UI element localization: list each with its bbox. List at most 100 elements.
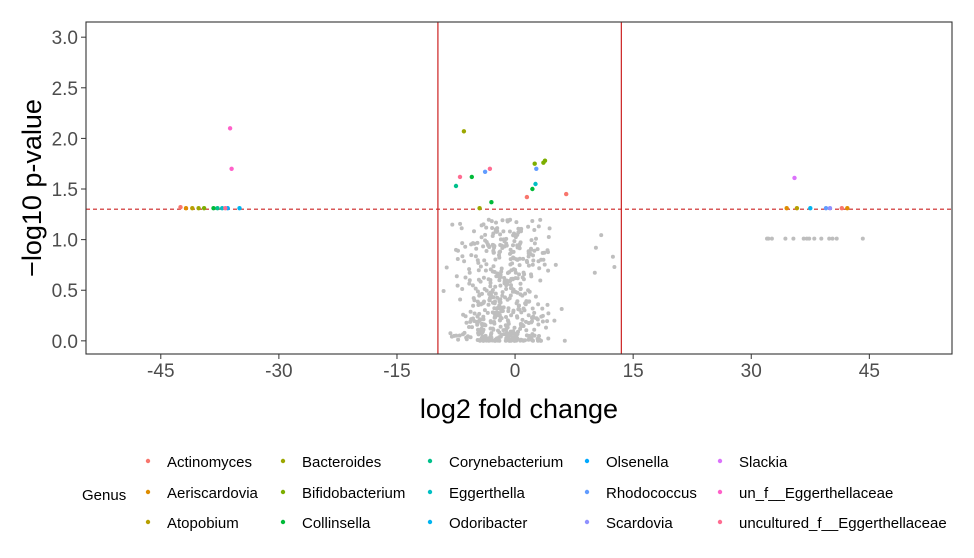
nonsignificant-point xyxy=(503,323,508,328)
nonsignificant-point xyxy=(460,254,465,259)
nonsignificant-point xyxy=(530,262,535,267)
nonsignificant-point xyxy=(498,232,503,237)
nonsignificant-point xyxy=(501,229,506,234)
legend-key xyxy=(280,458,286,464)
nonsignificant-point xyxy=(498,275,503,279)
nonsignificant-point xyxy=(536,338,540,343)
nonsignificant-point xyxy=(497,255,502,260)
nonsignificant-point xyxy=(472,311,477,316)
y-tick-label: 3.0 xyxy=(52,28,78,49)
nonsignificant-point xyxy=(456,337,461,342)
data-point xyxy=(477,206,482,211)
legend-label: Olsenella xyxy=(606,454,669,471)
nonsignificant-point xyxy=(480,321,484,326)
data-point xyxy=(845,206,850,211)
nonsignificant-point xyxy=(524,328,529,333)
x-axis-title: log2 fold change xyxy=(420,394,618,424)
nonsignificant-point xyxy=(492,306,497,311)
legend-key xyxy=(145,519,151,525)
nonsignificant-point xyxy=(504,315,508,319)
legend-label: Scardovia xyxy=(606,515,673,532)
nonsignificant-point xyxy=(526,224,531,229)
data-point xyxy=(489,200,494,205)
data-point xyxy=(784,206,789,211)
nonsignificant-point xyxy=(546,268,551,273)
nonsignificant-point xyxy=(612,265,617,269)
legend: Genus Actinomyces Aeriscardovia Atopobium B… xyxy=(82,454,947,532)
nonsignificant-point xyxy=(454,274,459,279)
nonsignificant-point xyxy=(488,319,493,324)
nonsignificant-point xyxy=(477,293,482,298)
nonsignificant-point xyxy=(562,338,567,343)
nonsignificant-point xyxy=(512,325,517,330)
nonsignificant-point xyxy=(517,307,522,312)
x-tick-label: -45 xyxy=(147,361,174,382)
nonsignificant-point xyxy=(518,292,523,297)
nonsignificant-point xyxy=(490,288,495,292)
nonsignificant-point xyxy=(481,300,486,305)
nonsignificant-point xyxy=(450,222,455,227)
nonsignificant-point xyxy=(537,266,542,271)
nonsignificant-point xyxy=(458,297,463,302)
legend-label: Aeriscardovia xyxy=(167,485,259,502)
legend-label: un_f__Eggerthellaceae xyxy=(739,485,893,502)
data-point xyxy=(196,206,201,211)
nonsignificant-point xyxy=(769,236,774,241)
nonsignificant-point xyxy=(504,330,509,335)
nonsignificant-point xyxy=(860,236,865,241)
nonsignificant-point xyxy=(490,326,495,331)
data-point xyxy=(469,174,474,180)
nonsignificant-point xyxy=(499,266,504,271)
y-tick-label: 0.5 xyxy=(52,281,78,302)
nonsignificant-point xyxy=(528,247,533,252)
nonsignificant-point xyxy=(546,336,551,341)
nonsignificant-point xyxy=(498,324,503,329)
nonsignificant-point xyxy=(505,297,510,302)
nonsignificant-point xyxy=(530,219,535,223)
nonsignificant-point xyxy=(783,236,788,241)
nonsignificant-point xyxy=(467,267,472,272)
legend-label: Eggerthella xyxy=(449,485,526,502)
nonsignificant-point xyxy=(463,314,468,319)
x-tick-label: -30 xyxy=(265,361,292,382)
nonsignificant-point xyxy=(458,221,463,226)
nonsignificant-point xyxy=(801,236,806,241)
nonsignificant-point xyxy=(483,333,488,338)
nonsignificant-point xyxy=(491,248,496,253)
nonsignificant-point xyxy=(532,241,537,246)
nonsignificant-point xyxy=(495,295,500,300)
nonsignificant-point xyxy=(514,257,519,262)
nonsignificant-point xyxy=(535,247,540,252)
nonsignificant-point xyxy=(504,283,509,288)
nonsignificant-point xyxy=(486,243,491,248)
nonsignificant-point xyxy=(460,287,465,291)
nonsignificant-point xyxy=(475,322,480,327)
nonsignificant-point xyxy=(536,224,541,229)
nonsignificant-point xyxy=(518,281,523,286)
nonsignificant-point xyxy=(493,257,498,262)
nonsignificant-point xyxy=(475,240,480,245)
nonsignificant-point xyxy=(526,313,531,318)
nonsignificant-point xyxy=(536,302,541,307)
data-point xyxy=(461,129,467,134)
nonsignificant-point xyxy=(517,303,521,308)
nonsignificant-point xyxy=(546,235,551,239)
nonsignificant-point xyxy=(525,260,530,265)
legend-label: Corynebacterium xyxy=(449,454,563,471)
nonsignificant-point xyxy=(492,311,497,316)
nonsignificant-point xyxy=(536,259,541,264)
y-tick-label: 0.0 xyxy=(52,332,78,353)
nonsignificant-point xyxy=(552,318,557,323)
nonsignificant-point xyxy=(539,338,543,343)
x-tick-label: -15 xyxy=(383,361,410,382)
legend-key xyxy=(717,489,723,495)
nonsignificant-point xyxy=(807,236,812,241)
nonsignificant-point xyxy=(504,336,509,341)
data-point xyxy=(183,206,189,211)
nonsignificant-point xyxy=(540,319,545,324)
legend-label: Odoribacter xyxy=(449,515,527,532)
nonsignificant-point xyxy=(498,334,503,339)
nonsignificant-point xyxy=(522,272,527,277)
legend-key xyxy=(717,458,723,464)
nonsignificant-point xyxy=(476,331,481,335)
